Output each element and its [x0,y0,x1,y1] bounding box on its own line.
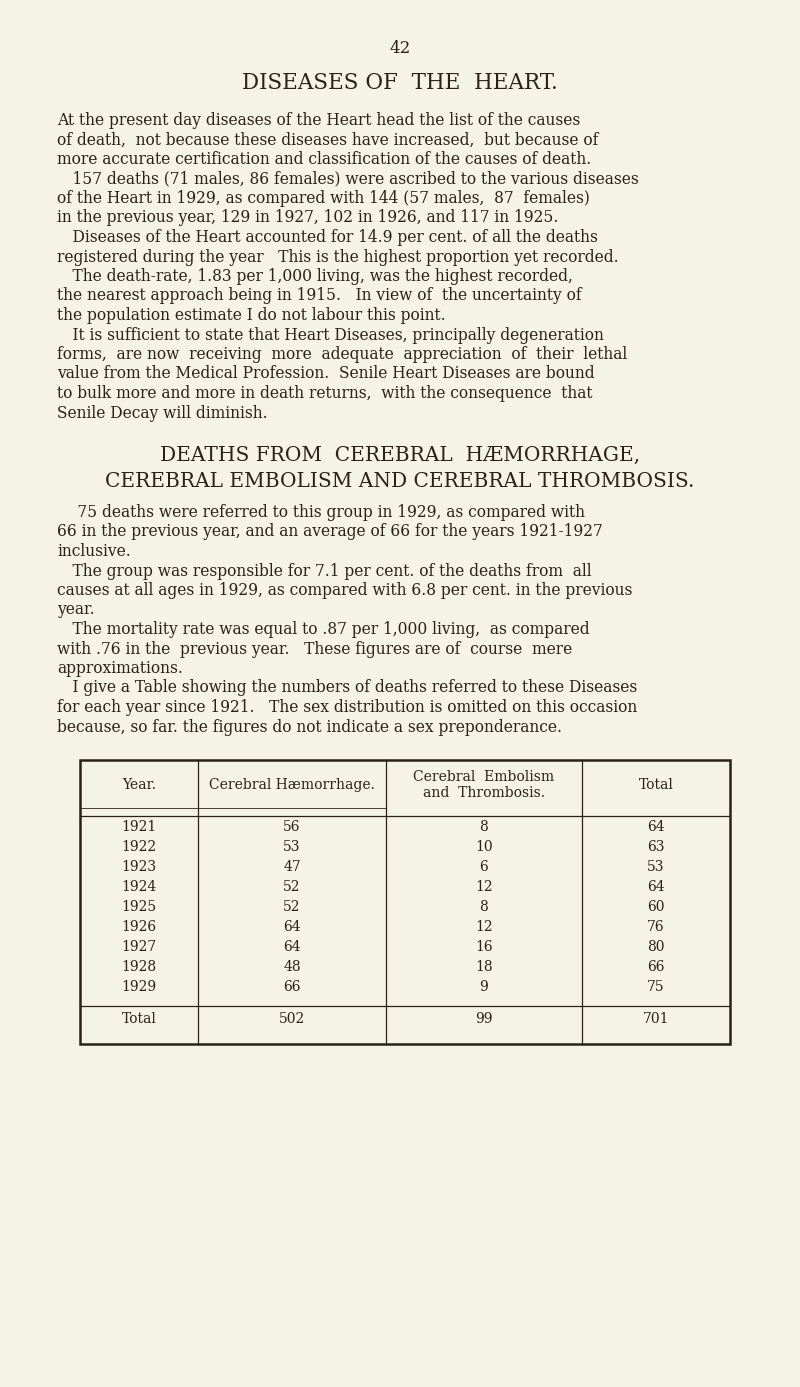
Text: Total: Total [122,1013,157,1026]
Text: 75: 75 [647,981,665,994]
Text: 157 deaths (71 males, 86 females) were ascribed to the various diseases: 157 deaths (71 males, 86 females) were a… [57,171,638,187]
Text: 48: 48 [283,960,301,974]
Text: 18: 18 [475,960,493,974]
Text: and  Thrombosis.: and Thrombosis. [423,786,545,800]
Text: forms,  are now  receiving  more  adequate  appreciation  of  their  lethal: forms, are now receiving more adequate a… [57,345,627,363]
Text: with .76 in the  previous year.   These figures are of  course  mere: with .76 in the previous year. These fig… [57,641,572,657]
Text: 52: 52 [283,879,301,895]
Text: 60: 60 [647,900,665,914]
Text: 75 deaths were referred to this group in 1929, as compared with: 75 deaths were referred to this group in… [57,503,585,522]
Text: 1924: 1924 [122,879,157,895]
Text: of death,  not because these diseases have increased,  but because of: of death, not because these diseases hav… [57,132,598,148]
Text: It is sufficient to state that Heart Diseases, principally degeneration: It is sufficient to state that Heart Dis… [57,326,604,344]
Text: 99: 99 [475,1013,493,1026]
Text: registered during the year   This is the highest proportion yet recorded.: registered during the year This is the h… [57,248,618,265]
Text: 63: 63 [647,841,665,854]
Text: 1927: 1927 [122,940,157,954]
Text: 53: 53 [647,860,665,874]
Text: 1928: 1928 [122,960,157,974]
Text: value from the Medical Profession.  Senile Heart Diseases are bound: value from the Medical Profession. Senil… [57,366,594,383]
Text: 64: 64 [283,920,301,933]
Text: 1922: 1922 [122,841,157,854]
Text: 1926: 1926 [122,920,157,933]
Text: 64: 64 [647,879,665,895]
Text: Senile Decay will diminish.: Senile Decay will diminish. [57,405,268,422]
Text: 16: 16 [475,940,493,954]
Text: the population estimate I do not labour this point.: the population estimate I do not labour … [57,307,446,325]
Text: 1929: 1929 [122,981,157,994]
Text: 47: 47 [283,860,301,874]
Text: 502: 502 [279,1013,305,1026]
Text: more accurate certification and classification of the causes of death.: more accurate certification and classifi… [57,151,591,168]
Text: DEATHS FROM  CEREBRAL  HÆMORRHAGE,: DEATHS FROM CEREBRAL HÆMORRHAGE, [160,447,640,465]
Text: approximations.: approximations. [57,660,183,677]
Text: the nearest approach being in 1915.   In view of  the uncertainty of: the nearest approach being in 1915. In v… [57,287,582,305]
Text: 64: 64 [283,940,301,954]
Text: 66 in the previous year, and an average of 66 for the years 1921-1927: 66 in the previous year, and an average … [57,523,602,541]
Bar [80,760,730,1044]
Text: 76: 76 [647,920,665,933]
Text: to bulk more and more in death returns,  with the consequence  that: to bulk more and more in death returns, … [57,386,593,402]
Text: 56: 56 [283,820,301,834]
Text: Total: Total [638,778,674,792]
Text: I give a Table showing the numbers of deaths referred to these Diseases: I give a Table showing the numbers of de… [57,680,638,696]
Text: сauses at all ages in 1929, as compared with 6.8 per cent. in the previous: сauses at all ages in 1929, as compared … [57,583,632,599]
Text: 66: 66 [283,981,301,994]
Text: 701: 701 [642,1013,670,1026]
Text: 8: 8 [480,900,488,914]
Text: 53: 53 [283,841,301,854]
Text: in the previous year, 129 in 1927, 102 in 1926, and 117 in 1925.: in the previous year, 129 in 1927, 102 i… [57,209,558,226]
Text: because, so far. the figures do not indicate a sex preponderance.: because, so far. the figures do not indi… [57,718,562,735]
Text: The death-rate, 1.83 per 1,000 living, was the highest recorded,: The death-rate, 1.83 per 1,000 living, w… [57,268,573,284]
Text: The mortality rate was equal to .87 per 1,000 living,  as compared: The mortality rate was equal to .87 per … [57,621,590,638]
Text: DISEASES OF  THE  HEART.: DISEASES OF THE HEART. [242,72,558,94]
Text: 8: 8 [480,820,488,834]
Text: The group was responsible for 7.1 per cent. of the deaths from  all: The group was responsible for 7.1 per ce… [57,563,592,580]
Text: for each year since 1921.   The sex distribution is omitted on this occasion: for each year since 1921. The sex distri… [57,699,638,716]
Text: 42: 42 [390,40,410,57]
Text: 6: 6 [480,860,488,874]
Text: 64: 64 [647,820,665,834]
Text: year.: year. [57,602,94,619]
Text: of the Heart in 1929, as compared with 144 (57 males,  87  females): of the Heart in 1929, as compared with 1… [57,190,590,207]
Text: Diseases of the Heart accounted for 14.9 per cent. of all the deaths: Diseases of the Heart accounted for 14.9… [57,229,598,245]
Text: 1925: 1925 [122,900,157,914]
Text: inclusive.: inclusive. [57,542,130,560]
Text: 12: 12 [475,920,493,933]
Text: At the present day diseases of the Heart head the list of the causes: At the present day diseases of the Heart… [57,112,580,129]
Text: 12: 12 [475,879,493,895]
Text: 66: 66 [647,960,665,974]
Text: 9: 9 [480,981,488,994]
Text: 1921: 1921 [122,820,157,834]
Text: Cerebral Hæmorrhage.: Cerebral Hæmorrhage. [209,778,375,792]
Text: 1923: 1923 [122,860,157,874]
Text: 10: 10 [475,841,493,854]
Text: 52: 52 [283,900,301,914]
Text: 80: 80 [647,940,665,954]
Text: CEREBRAL EMBOLISM AND CEREBRAL THROMBOSIS.: CEREBRAL EMBOLISM AND CEREBRAL THROMBOSI… [106,472,694,491]
Text: Year.: Year. [122,778,156,792]
Text: Cerebral  Embolism: Cerebral Embolism [414,770,554,784]
